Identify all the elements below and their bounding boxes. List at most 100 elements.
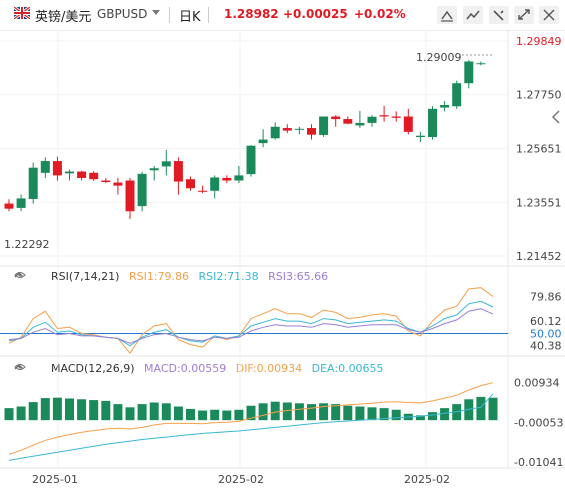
candle-body: [270, 126, 280, 139]
macd-bar: [161, 403, 171, 421]
candle-body: [28, 167, 38, 199]
macd-value: MACD:0.00559: [144, 362, 227, 375]
tools-icon[interactable]: [489, 6, 509, 24]
candle-body: [391, 116, 401, 118]
macd-bar: [65, 398, 74, 421]
macd-bar: [198, 410, 208, 421]
candle-body: [246, 145, 256, 175]
candle-body: [282, 128, 292, 131]
last-price: 1.28982: [224, 7, 279, 21]
macd-bar: [331, 404, 341, 421]
rsi1-value: RSI1:79.86: [128, 270, 190, 283]
rsi-tick-label: 40.38: [530, 339, 562, 352]
y-tick-label: 1.21452: [516, 250, 562, 263]
macd-bar: [367, 407, 377, 421]
candle-body: [137, 173, 147, 207]
candle-body: [428, 108, 437, 137]
price-change-pct: +0.02%: [354, 7, 406, 21]
x-tick-label: 2025-02: [404, 473, 450, 486]
macd-bar: [476, 396, 486, 421]
macd-bar: [282, 402, 292, 421]
price-change: +0.00025: [283, 7, 348, 21]
divider: [169, 7, 170, 23]
settings-icon[interactable]: [539, 6, 559, 24]
macd-bar: [488, 397, 498, 421]
macd-bar: [89, 400, 99, 421]
candle-body: [234, 175, 244, 181]
min-price-label: 1.22292: [4, 238, 50, 251]
macd-tick-label: -0.01041: [514, 456, 563, 469]
macd-tick-label: 0.00934: [514, 377, 560, 390]
candle-body: [52, 161, 62, 176]
candle-body: [173, 161, 183, 182]
macd-bar: [137, 404, 147, 421]
rsi-tick-label: 60.12: [530, 315, 562, 328]
macd-bar: [52, 397, 62, 421]
compare-icon[interactable]: [463, 6, 483, 24]
macd-bar: [258, 403, 268, 421]
candle-body: [379, 115, 389, 117]
macd-tick-label: -0.00053: [514, 416, 563, 429]
dea-line: [8, 393, 494, 461]
candle-body: [258, 139, 268, 144]
macd-bar: [210, 409, 220, 421]
macd-title[interactable]: MACD(12,26,9): [51, 362, 135, 375]
candle-body: [89, 172, 99, 180]
symbol-cn[interactable]: 英镑/美元: [35, 10, 92, 25]
rsi-line-2: [8, 300, 494, 347]
candle-body: [331, 116, 341, 120]
last-price-label: 1.29009: [416, 51, 462, 64]
macd-bar: [391, 409, 401, 421]
candle-body: [464, 61, 474, 84]
flag-icon: [14, 7, 30, 19]
candle-body: [367, 116, 377, 123]
rsi-legend: RSI(7,14,21) RSI1:79.86 RSI2:71.38 RSI3:…: [14, 270, 328, 286]
macd-bar: [379, 408, 389, 421]
rsi-title[interactable]: RSI(7,14,21): [51, 270, 120, 283]
dif-line: [8, 382, 494, 455]
candle-body: [210, 177, 220, 191]
y-tick-label: 1.29849: [516, 35, 562, 48]
macd-bar: [428, 412, 437, 421]
macd-bar: [234, 409, 244, 421]
candle-body: [415, 135, 425, 137]
candle-body: [403, 116, 413, 132]
rsi3-value: RSI3:65.66: [268, 270, 329, 283]
candle-body: [222, 177, 232, 181]
fullscreen-icon[interactable]: [514, 6, 534, 24]
candle-body: [198, 190, 208, 192]
candle-body: [343, 119, 353, 124]
macd-bar: [270, 401, 280, 421]
candle-body: [65, 171, 74, 174]
candle-body: [101, 180, 111, 183]
period-label[interactable]: 日K: [179, 10, 201, 25]
draw-icon[interactable]: [437, 6, 457, 24]
candle-body: [125, 180, 135, 212]
macd-bar: [307, 404, 316, 421]
dea-value: DEA:0.00655: [311, 362, 384, 375]
macd-bar: [440, 408, 450, 421]
candle-body: [113, 182, 123, 186]
y-tick-label: 1.27750: [516, 89, 562, 102]
candle-body: [452, 83, 462, 107]
macd-bar: [125, 407, 135, 421]
macd-bar: [222, 410, 232, 421]
rsi2-value: RSI2:71.38: [198, 270, 259, 283]
macd-bar: [173, 406, 183, 421]
macd-bar: [101, 400, 111, 421]
rsi-tick-label: 79.86: [530, 291, 562, 304]
macd-bar: [294, 403, 304, 421]
candle-body: [307, 128, 316, 135]
macd-legend: MACD(12,26,9) MACD:0.00559 DIF:0.00934 D…: [14, 362, 384, 378]
candle-body: [319, 116, 329, 135]
candle-body: [476, 63, 486, 65]
macd-bar: [40, 398, 50, 421]
macd-bar: [343, 405, 353, 421]
rsi-tick-label: 50.00: [530, 327, 562, 340]
symbol-code[interactable]: GBPUSD: [97, 7, 148, 21]
x-tick-label: 2025-01: [32, 473, 78, 486]
macd-bar: [319, 403, 329, 421]
macd-bar: [415, 415, 425, 421]
